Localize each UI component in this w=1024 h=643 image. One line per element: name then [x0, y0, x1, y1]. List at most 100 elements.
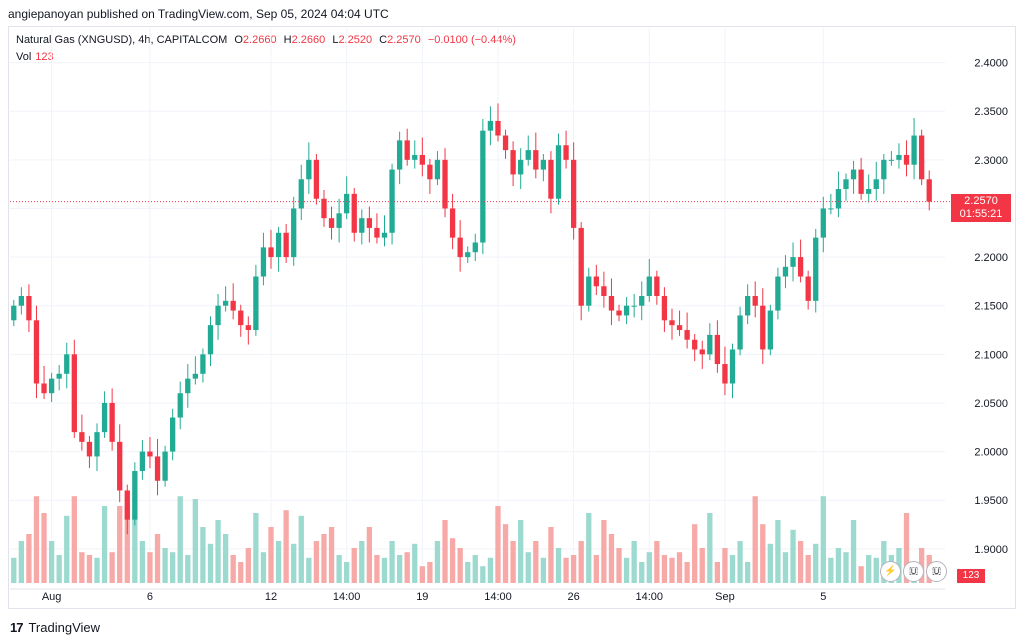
- volume-bar: [101, 506, 108, 583]
- volume-bar: [722, 548, 728, 583]
- candle-body: [623, 305, 630, 316]
- volume-bar: [767, 543, 773, 583]
- candle-body: [654, 276, 660, 296]
- volume-bar: [396, 555, 403, 583]
- volume-bar: [533, 541, 539, 583]
- volume-bar: [744, 562, 751, 583]
- x-tick-label: Sep: [715, 591, 735, 603]
- volume-bar: [359, 541, 365, 583]
- us-flag-icon[interactable]: 🇺: [903, 561, 924, 582]
- volume-bar: [207, 543, 214, 583]
- candle-body: [306, 159, 312, 180]
- volume-bar: [487, 557, 494, 583]
- volume-bar: [328, 527, 335, 583]
- volume-bar: [782, 552, 789, 583]
- candle-body: [676, 325, 683, 331]
- volume-bar: [162, 548, 168, 583]
- candle-body: [139, 451, 146, 472]
- candle-body: [699, 349, 705, 355]
- volume-bar: [170, 552, 176, 583]
- candle-body: [434, 159, 441, 180]
- candle-body: [245, 325, 251, 331]
- candle-body: [351, 193, 357, 233]
- event-icons: ⚡ 🇺 🇺: [880, 561, 947, 582]
- publisher-line: angiepanoyan published on TradingView.co…: [8, 7, 389, 21]
- candle-body: [578, 227, 584, 306]
- candle-body: [109, 402, 115, 442]
- candle-body: [782, 266, 789, 277]
- candle-body: [896, 154, 902, 160]
- candle-body: [533, 150, 539, 170]
- candle-body: [555, 145, 562, 199]
- candle-body: [419, 154, 425, 165]
- candle-body: [692, 339, 698, 350]
- volume-bar: [548, 527, 554, 583]
- volume-bar: [813, 543, 819, 583]
- volume-tag: 123: [957, 569, 985, 583]
- open-label: O: [234, 34, 243, 46]
- volume-bar: [828, 557, 834, 583]
- candle-body: [298, 179, 304, 209]
- candle-body: [586, 276, 592, 306]
- x-tick-label: 26: [568, 591, 580, 603]
- candle-body: [11, 305, 17, 321]
- candle-body: [548, 159, 554, 199]
- volume-bar: [245, 548, 251, 583]
- volume-bar: [147, 552, 153, 583]
- volume-bar: [132, 513, 138, 583]
- candle-body: [729, 349, 736, 384]
- volume-bar: [775, 520, 781, 583]
- volume-bar: [835, 548, 842, 583]
- us-flag-icon[interactable]: 🇺: [926, 561, 947, 582]
- last-price-value: 2.2570: [964, 195, 998, 207]
- volume-bar: [639, 562, 645, 583]
- candle-body: [427, 164, 433, 180]
- bar-countdown: 01:55:21: [959, 208, 1003, 220]
- candle-body: [366, 218, 373, 228]
- volume-bar: [26, 534, 32, 583]
- volume-bar: [510, 541, 516, 583]
- candle-body: [888, 159, 895, 161]
- volume-bar: [661, 555, 668, 583]
- volume-bar: [593, 555, 599, 583]
- volume-bar: [714, 562, 721, 583]
- candle-body: [374, 227, 380, 238]
- candle-body: [64, 354, 70, 374]
- open-value: 2.2660: [242, 34, 277, 46]
- candle-body: [873, 179, 879, 190]
- candle-body: [593, 276, 599, 287]
- candle-body: [154, 456, 161, 481]
- volume-bar: [820, 496, 826, 583]
- candle-body: [192, 373, 199, 379]
- volume-bar: [374, 555, 380, 583]
- volume-bar: [313, 541, 320, 583]
- volume-bar: [275, 541, 282, 583]
- candle-body: [124, 490, 130, 520]
- candle-body: [238, 310, 244, 326]
- candle-body: [684, 330, 690, 340]
- volume-bar: [321, 534, 327, 583]
- high-value: 2.2660: [291, 34, 326, 46]
- candle-body: [336, 213, 342, 228]
- candle-body: [321, 198, 327, 219]
- candle-body: [56, 373, 62, 379]
- volume-bar: [268, 527, 274, 583]
- volume-bar: [427, 562, 433, 583]
- candle-body: [33, 320, 40, 384]
- flash-icon[interactable]: ⚡: [880, 561, 901, 582]
- x-tick-label: 12: [265, 591, 277, 603]
- volume-bar: [351, 548, 357, 583]
- candle-body: [722, 364, 728, 384]
- high-label: H: [283, 34, 292, 46]
- volume-bar: [185, 555, 191, 583]
- candle-body: [752, 295, 758, 306]
- volume-bar: [306, 557, 312, 583]
- candle-body: [661, 295, 668, 321]
- x-tick-label: 14:00: [636, 591, 664, 603]
- volume-bar: [797, 541, 804, 583]
- candle-body: [396, 140, 403, 170]
- candle-body: [525, 150, 531, 160]
- volume-bar: [389, 541, 395, 583]
- volume-bar: [18, 541, 24, 583]
